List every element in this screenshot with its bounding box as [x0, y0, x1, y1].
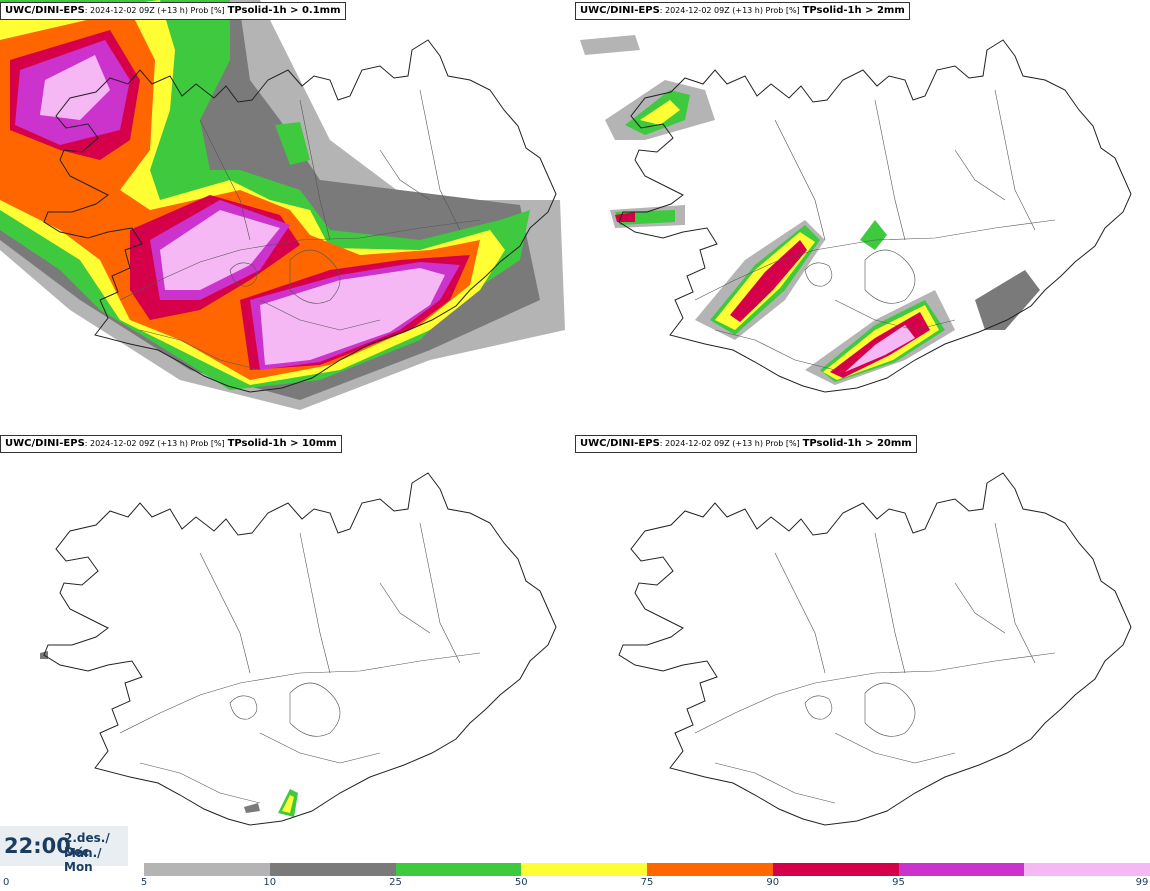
field-green	[40, 651, 298, 817]
valid-weekday: Mán./ Mon	[64, 846, 102, 874]
colorbar-tick-99: 99	[1135, 877, 1149, 888]
colorbar-tick-95: 95	[892, 877, 905, 888]
colorbar-segment-4	[647, 863, 773, 876]
colorbar-segment-1	[269, 863, 396, 876]
colorbar-segment-5	[772, 863, 899, 876]
colorbar-segment-6	[898, 863, 1025, 876]
colorbar-tick-25: 25	[389, 877, 402, 888]
map-panel-20mm: UWC/DINI-EPS: 2024-12-02 09Z (+13 h) Pro…	[575, 433, 1150, 860]
colorbar-segment-0	[144, 863, 270, 876]
colorbar-segment-7	[1024, 863, 1150, 876]
field-pink	[845, 325, 915, 372]
field-pink	[40, 55, 445, 365]
parameter-label: TPsolid-1h > 10mm	[227, 438, 337, 449]
map-panel-0p1mm: UWC/DINI-EPS: 2024-12-02 09Z (+13 h) Pro…	[0, 0, 575, 427]
model-name: UWC/DINI-EPS	[5, 438, 85, 449]
model-name: UWC/DINI-EPS	[580, 5, 660, 16]
valid-time-clock: 22:00	[4, 834, 71, 858]
colorbar-tick-5: 5	[140, 877, 148, 888]
colorbar-segment-3	[521, 863, 647, 876]
run-info: : 2024-12-02 09Z (+13 h) Prob [%]	[659, 6, 800, 15]
panel-title: UWC/DINI-EPS: 2024-12-02 09Z (+13 h) Pro…	[0, 435, 342, 453]
model-name: UWC/DINI-EPS	[580, 438, 660, 449]
valid-date: 2.des./ Dec	[64, 831, 110, 859]
probability-map	[40, 472, 557, 826]
probability-colorbar	[144, 863, 1150, 876]
panel-title: UWC/DINI-EPS: 2024-12-02 09Z (+13 h) Pro…	[575, 435, 917, 453]
probability-map	[580, 35, 1132, 393]
probability-map	[618, 472, 1132, 826]
parameter-label: TPsolid-1h > 20mm	[802, 438, 912, 449]
model-name: UWC/DINI-EPS	[5, 5, 85, 16]
map-panel-2mm: UWC/DINI-EPS: 2024-12-02 09Z (+13 h) Pro…	[575, 0, 1150, 427]
colorbar-tick-90: 90	[766, 877, 780, 888]
run-info: : 2024-12-02 09Z (+13 h) Prob [%]	[84, 6, 225, 15]
run-info: : 2024-12-02 09Z (+13 h) Prob [%]	[84, 439, 225, 448]
colorbar-tick-50: 50	[514, 877, 528, 888]
parameter-label: TPsolid-1h > 2mm	[802, 5, 905, 16]
probability-map	[0, 0, 565, 410]
field-yellow	[282, 795, 294, 813]
colorbar-segment-2	[395, 863, 522, 876]
colorbar-tick-0: 0	[3, 877, 10, 888]
panel-title: UWC/DINI-EPS: 2024-12-02 09Z (+13 h) Pro…	[575, 2, 910, 20]
field-gray	[580, 35, 1040, 385]
colorbar-tick-75: 75	[640, 877, 654, 888]
map-panel-10mm: UWC/DINI-EPS: 2024-12-02 09Z (+13 h) Pro…	[0, 433, 575, 860]
parameter-label: TPsolid-1h > 0.1mm	[227, 5, 341, 16]
colorbar-tick-10: 10	[263, 877, 277, 888]
valid-time-box: 22:00 2.des./ Dec Mán./ Mon	[0, 826, 128, 874]
panel-title: UWC/DINI-EPS: 2024-12-02 09Z (+13 h) Pro…	[0, 2, 346, 20]
run-info: : 2024-12-02 09Z (+13 h) Prob [%]	[659, 439, 800, 448]
